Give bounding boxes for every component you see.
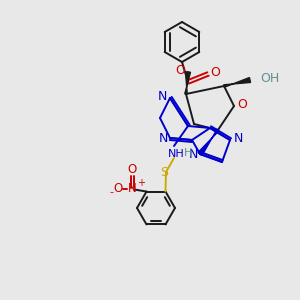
Text: N: N	[233, 133, 243, 146]
Text: O: O	[210, 67, 220, 80]
Text: N: N	[188, 148, 198, 160]
Text: O: O	[175, 64, 185, 76]
Polygon shape	[185, 72, 191, 94]
Text: N: N	[128, 182, 137, 195]
Polygon shape	[224, 78, 250, 87]
Text: S: S	[160, 167, 168, 179]
Text: O: O	[237, 98, 247, 110]
Text: H: H	[184, 148, 192, 158]
Text: +: +	[137, 178, 146, 188]
Text: O: O	[128, 163, 137, 176]
Text: OH: OH	[260, 73, 279, 85]
Polygon shape	[198, 129, 219, 155]
Text: -: -	[110, 188, 113, 197]
Text: N: N	[157, 91, 167, 103]
Text: NH: NH	[168, 149, 184, 159]
Text: O: O	[114, 182, 123, 195]
Text: N: N	[158, 131, 168, 145]
